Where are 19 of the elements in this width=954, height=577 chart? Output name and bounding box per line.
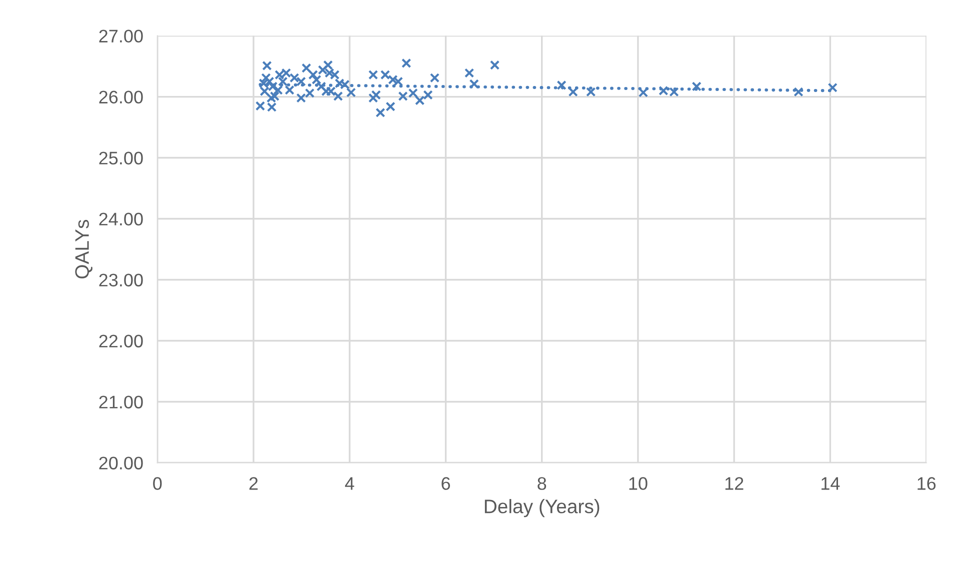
x-tick-label: 8: [538, 477, 546, 490]
y-tick-label: 27.00: [99, 30, 143, 42]
y-tick-label: 21.00: [99, 396, 143, 408]
x-tick-label: 6: [442, 477, 450, 490]
y-tick-label: 20.00: [99, 456, 143, 470]
x-tick-label: 10: [629, 477, 648, 490]
x-tick-label: 14: [822, 477, 840, 490]
y-tick-label: 23.00: [99, 274, 143, 286]
x-tick-label: 4: [345, 477, 354, 490]
y-tick-label: 26.00: [99, 90, 143, 104]
x-axis-title: Delay (Years): [484, 499, 600, 518]
y-axis-title: QALYs: [75, 220, 92, 278]
x-tick-label: 12: [725, 477, 744, 490]
y-tick-label: 24.00: [99, 212, 143, 226]
x-tick-label: 2: [249, 477, 258, 490]
y-tick-label: 25.00: [99, 152, 143, 164]
y-tick-label: 22.00: [99, 334, 143, 348]
x-tick-label: 16: [918, 477, 936, 490]
x-tick-label: 0: [153, 477, 162, 490]
